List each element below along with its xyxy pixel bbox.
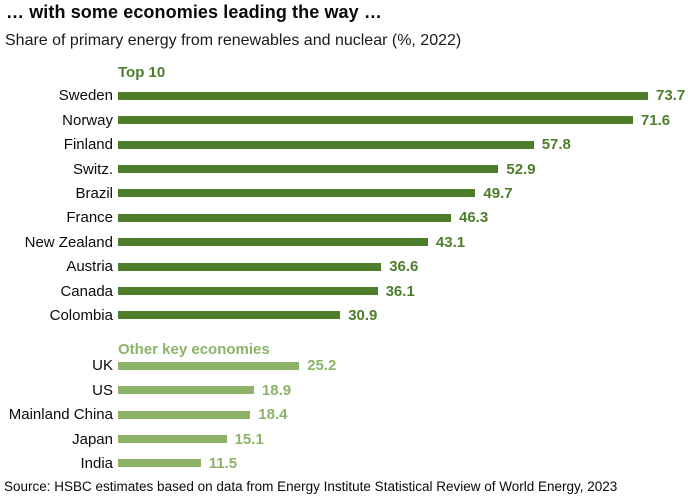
value-label: 49.7: [483, 184, 513, 202]
chart-row-sweden: Sweden 73.7: [0, 84, 685, 108]
value-label: 36.1: [385, 282, 415, 300]
value-label: 46.3: [459, 209, 489, 227]
category-label: Colombia: [49, 306, 113, 324]
category-label: Finland: [63, 136, 113, 154]
chart-row-brazil: Brazil 49.7: [0, 181, 513, 205]
category-label: Canada: [60, 282, 113, 300]
category-label: Japan: [72, 430, 113, 448]
chart-row-japan: Japan 15.1: [0, 427, 264, 451]
chart-row-mainland-china: Mainland China 18.4: [0, 403, 288, 427]
chart-row-india: India 11.5: [0, 451, 237, 475]
source-note: Source: HSBC estimates based on data fro…: [4, 479, 618, 494]
bar-switz: [118, 165, 499, 173]
category-label: France: [66, 209, 113, 227]
chart-row-finland: Finland 57.8: [0, 133, 571, 157]
bar-canada: [118, 287, 378, 295]
value-label: 73.7: [656, 87, 686, 105]
category-label: Norway: [62, 111, 113, 129]
chart-row-uk: UK 25.2: [0, 354, 336, 378]
bar-uk: [118, 361, 300, 370]
chart-row-austria: Austria 36.6: [0, 255, 418, 279]
value-label: 18.9: [261, 381, 292, 399]
bar-new-zealand: [118, 238, 428, 247]
chart-row-colombia: Colombia 30.9: [0, 303, 378, 327]
value-label: 30.9: [348, 306, 378, 324]
bar-sweden: [118, 91, 648, 100]
value-label: 18.4: [258, 406, 288, 424]
value-label: 25.2: [307, 357, 337, 375]
value-label: 15.1: [234, 430, 264, 448]
category-label: Switz.: [72, 160, 113, 178]
chart-row-us: US 18.9: [0, 378, 291, 402]
category-label: Mainland China: [8, 406, 113, 424]
group-header-top-10: Top 10: [118, 64, 166, 81]
chart-row-norway: Norway 71.6: [0, 108, 670, 132]
chart-subtitle: Share of primary energy from renewables …: [5, 32, 462, 49]
category-label: Brazil: [75, 184, 113, 202]
category-label: UK: [92, 357, 113, 375]
chart-row-new-zealand: New Zealand 43.1: [0, 230, 465, 254]
chart-row-canada: Canada 36.1: [0, 279, 415, 303]
group-header-other-key-economies: Other key economies: [118, 341, 270, 358]
category-label: US: [92, 381, 113, 399]
bar-brazil: [118, 189, 476, 198]
category-label: Austria: [66, 258, 113, 276]
bar-india: [118, 459, 201, 468]
value-label: 36.6: [389, 258, 419, 276]
bar-mainland-china: [118, 410, 251, 419]
bar-finland: [118, 140, 534, 149]
chart-row-switz: Switz. 52.9: [0, 157, 536, 181]
value-label: 43.1: [435, 233, 466, 251]
chart-row-france: France 46.3: [0, 206, 488, 230]
value-label: 57.8: [541, 136, 571, 154]
bar-colombia: [118, 311, 341, 320]
bar-us: [118, 386, 254, 395]
bar-france: [118, 213, 451, 222]
category-label: India: [80, 454, 113, 472]
value-label: 11.5: [208, 454, 238, 472]
value-label: 71.6: [640, 111, 671, 129]
category-label: New Zealand: [24, 233, 113, 251]
page-title: … with some economies leading the way …: [6, 2, 382, 22]
category-label: Sweden: [58, 87, 113, 105]
bar-japan: [118, 435, 227, 443]
bar-austria: [118, 262, 382, 271]
value-label: 52.9: [506, 160, 536, 178]
bar-norway: [118, 116, 633, 125]
